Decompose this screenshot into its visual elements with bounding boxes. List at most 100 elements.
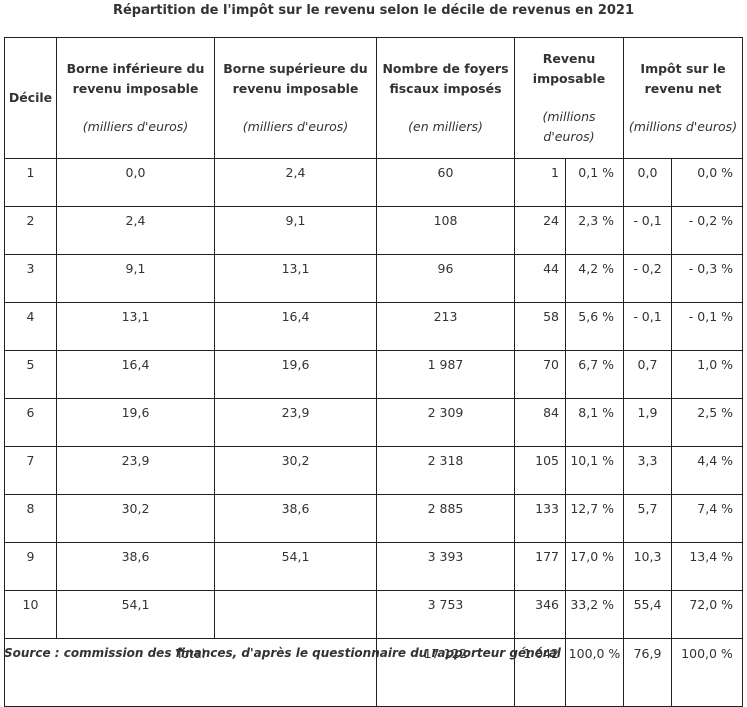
cell-borne-inf: 19,6 <box>56 398 215 447</box>
cell-decile: 2 <box>4 206 57 255</box>
cell-foyers: 213 <box>376 302 515 351</box>
cell-foyers: 3 393 <box>376 542 515 591</box>
income-tax-table: Décile Borne inférieure du revenu imposa… <box>4 37 743 707</box>
cell-borne-inf: 16,4 <box>56 350 215 399</box>
cell-decile: 5 <box>4 350 57 399</box>
header-borne-sup: Borne supérieure du revenu imposable (mi… <box>214 37 377 159</box>
cell-impot: 3,3 <box>623 446 672 495</box>
cell-borne-sup: 30,2 <box>214 446 377 495</box>
cell-foyers: 3 753 <box>376 590 515 639</box>
header-impot: Impôt sur le revenu net (millions d'euro… <box>623 37 743 159</box>
cell-revenu: 44 <box>514 254 566 303</box>
cell-foyers: 2 885 <box>376 494 515 543</box>
cell-impot-pct: 13,4 % <box>671 542 743 591</box>
table-row: 8 30,2 38,6 2 885 133 12,7 % 5,7 7,4 % <box>4 494 743 543</box>
header-revenu: Revenu imposable (millions d'euros) <box>514 37 624 159</box>
cell-borne-inf: 0,0 <box>56 158 215 207</box>
cell-borne-inf: 38,6 <box>56 542 215 591</box>
cell-revenu: 84 <box>514 398 566 447</box>
cell-total-revenu-pct: 100,0 % <box>565 638 624 707</box>
cell-impot-pct: - 0,2 % <box>671 206 743 255</box>
header-row: Décile Borne inférieure du revenu imposa… <box>4 37 743 159</box>
cell-revenu: 133 <box>514 494 566 543</box>
cell-borne-inf: 23,9 <box>56 446 215 495</box>
cell-revenu: 105 <box>514 446 566 495</box>
table-row: 1 0,0 2,4 60 1 0,1 % 0,0 0,0 % <box>4 158 743 207</box>
cell-decile: 3 <box>4 254 57 303</box>
cell-foyers: 1 987 <box>376 350 515 399</box>
table-row: 6 19,6 23,9 2 309 84 8,1 % 1,9 2,5 % <box>4 398 743 447</box>
cell-revenu: 346 <box>514 590 566 639</box>
header-decile: Décile <box>4 37 57 159</box>
cell-decile: 7 <box>4 446 57 495</box>
cell-decile: 10 <box>4 590 57 639</box>
cell-borne-inf: 13,1 <box>56 302 215 351</box>
cell-borne-sup: 38,6 <box>214 494 377 543</box>
cell-revenu: 58 <box>514 302 566 351</box>
source-note: Source : commission des finances, d'aprè… <box>4 646 561 660</box>
cell-borne-sup: 9,1 <box>214 206 377 255</box>
table-row: 10 54,1 3 753 346 33,2 % 55,4 72,0 % <box>4 590 743 639</box>
cell-revenu-pct: 17,0 % <box>565 542 624 591</box>
cell-impot-pct: 2,5 % <box>671 398 743 447</box>
cell-decile: 4 <box>4 302 57 351</box>
cell-borne-sup: 54,1 <box>214 542 377 591</box>
cell-impot-pct: - 0,3 % <box>671 254 743 303</box>
cell-impot: 0,0 <box>623 158 672 207</box>
cell-borne-sup: 13,1 <box>214 254 377 303</box>
cell-impot: - 0,1 <box>623 206 672 255</box>
table-row: 9 38,6 54,1 3 393 177 17,0 % 10,3 13,4 % <box>4 542 743 591</box>
table-row: 2 2,4 9,1 108 24 2,3 % - 0,1 - 0,2 % <box>4 206 743 255</box>
cell-borne-inf: 30,2 <box>56 494 215 543</box>
cell-impot-pct: 72,0 % <box>671 590 743 639</box>
header-borne-inf: Borne inférieure du revenu imposable (mi… <box>56 37 215 159</box>
table-row: 3 9,1 13,1 96 44 4,2 % - 0,2 - 0,3 % <box>4 254 743 303</box>
cell-impot: 5,7 <box>623 494 672 543</box>
cell-revenu-pct: 8,1 % <box>565 398 624 447</box>
cell-decile: 9 <box>4 542 57 591</box>
cell-borne-sup: 23,9 <box>214 398 377 447</box>
cell-impot-pct: 1,0 % <box>671 350 743 399</box>
cell-revenu-pct: 2,3 % <box>565 206 624 255</box>
cell-decile: 1 <box>4 158 57 207</box>
cell-revenu-pct: 5,6 % <box>565 302 624 351</box>
cell-decile: 8 <box>4 494 57 543</box>
cell-decile: 6 <box>4 398 57 447</box>
cell-impot: 1,9 <box>623 398 672 447</box>
table-row: 4 13,1 16,4 213 58 5,6 % - 0,1 - 0,1 % <box>4 302 743 351</box>
cell-total-impot-pct: 100,0 % <box>671 638 743 707</box>
cell-borne-inf: 54,1 <box>56 590 215 639</box>
cell-revenu-pct: 33,2 % <box>565 590 624 639</box>
cell-borne-sup: 19,6 <box>214 350 377 399</box>
cell-revenu-pct: 4,2 % <box>565 254 624 303</box>
cell-borne-sup: 2,4 <box>214 158 377 207</box>
table-row: 5 16,4 19,6 1 987 70 6,7 % 0,7 1,0 % <box>4 350 743 399</box>
cell-impot: - 0,2 <box>623 254 672 303</box>
cell-foyers: 96 <box>376 254 515 303</box>
cell-revenu: 1 <box>514 158 566 207</box>
cell-impot: 55,4 <box>623 590 672 639</box>
header-impot-unit: (millions d'euros) <box>628 119 738 134</box>
header-foyers-unit: (en milliers) <box>408 119 483 134</box>
cell-foyers: 2 309 <box>376 398 515 447</box>
cell-revenu-pct: 12,7 % <box>565 494 624 543</box>
cell-impot-pct: - 0,1 % <box>671 302 743 351</box>
cell-revenu-pct: 6,7 % <box>565 350 624 399</box>
header-borne-inf-unit: (milliers d'euros) <box>82 119 189 134</box>
cell-impot: 10,3 <box>623 542 672 591</box>
cell-impot-pct: 4,4 % <box>671 446 743 495</box>
cell-impot-pct: 0,0 % <box>671 158 743 207</box>
cell-revenu: 177 <box>514 542 566 591</box>
cell-borne-inf: 9,1 <box>56 254 215 303</box>
cell-impot: - 0,1 <box>623 302 672 351</box>
table-row: 7 23,9 30,2 2 318 105 10,1 % 3,3 4,4 % <box>4 446 743 495</box>
cell-impot-pct: 7,4 % <box>671 494 743 543</box>
cell-borne-inf: 2,4 <box>56 206 215 255</box>
cell-revenu-pct: 10,1 % <box>565 446 624 495</box>
cell-borne-sup: 16,4 <box>214 302 377 351</box>
cell-revenu-pct: 0,1 % <box>565 158 624 207</box>
cell-total-impot: 76,9 <box>623 638 672 707</box>
cell-borne-sup <box>214 590 377 639</box>
header-borne-sup-unit: (milliers d'euros) <box>242 119 349 134</box>
cell-foyers: 2 318 <box>376 446 515 495</box>
